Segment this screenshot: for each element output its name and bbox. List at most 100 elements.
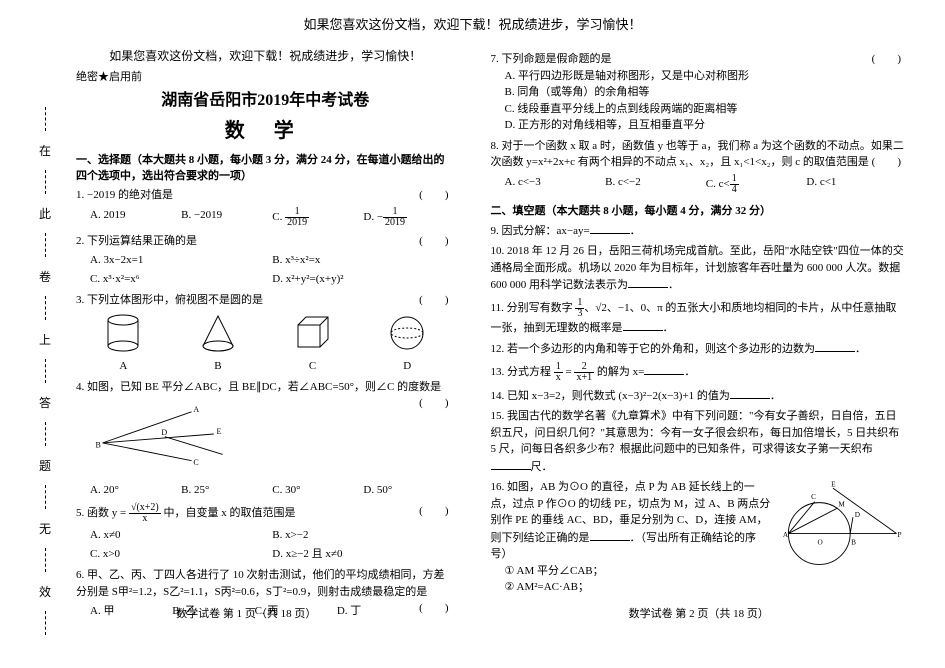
svg-text:A: A — [783, 531, 789, 539]
bind-char: 答 — [39, 394, 51, 411]
bind-char: 无 — [39, 520, 51, 537]
svg-text:C: C — [193, 458, 198, 467]
question-10: 10. 2018 年 12 月 26 日，岳阳三荷机场完成首航。至此，岳阳"水陆… — [491, 243, 908, 294]
q4-stem: 4. 如图，已知 BE 平分∠ABC，且 BE∥DC，若∠ABC=50°，则∠C… — [76, 381, 441, 393]
question-16: A O B P M C E D 16. 如图，AB 为⊙O 的直径，点 P 为 … — [491, 479, 908, 596]
shape-label: D — [366, 358, 449, 375]
shape-label: B — [176, 358, 259, 375]
question-4: 4. 如图，已知 BE 平分∠ABC，且 BE∥DC，若∠ABC=50°，则∠C… — [76, 379, 455, 500]
bind-char: 此 — [39, 205, 51, 222]
svg-text:D: D — [855, 511, 860, 519]
q9-stem: 9. 因式分解：ax−ay= — [491, 225, 590, 237]
page-spread: 在 此 卷 上 答 题 无 效 如果您喜欢这份文档，欢迎下载！祝成绩进步，学习愉… — [0, 41, 945, 625]
bind-char: 在 — [39, 142, 51, 159]
circle-figure: A O B P M C E D — [777, 479, 907, 579]
svg-text:B: B — [96, 440, 101, 449]
q3-shape-a: A — [82, 313, 165, 375]
q7-opt-a: A. 平行四边形既是轴对称图形，又是中心对称图形 — [505, 68, 908, 85]
q12-stem: 12. 若一个多边形的内角和等于它的外角和，则这个多边形的边数为 — [491, 343, 816, 355]
q1-opt-a: A. 2019 — [90, 206, 181, 229]
subject: 数 学 — [76, 114, 455, 143]
footer-right: 数学试卷 第 2 页（共 18 页） — [473, 605, 926, 621]
question-8: 8. 对于一个函数 x 取 a 时，函数值 y 也等于 a，我们称 a 为这个函… — [491, 138, 908, 196]
svg-text:E: E — [216, 427, 221, 436]
angle-figure: B A E C D — [76, 399, 236, 469]
q8-opt-a: A. c<−3 — [505, 173, 606, 196]
q5-opt-b: B. x>−2 — [272, 526, 454, 545]
q1-stem: 1. −2019 的绝对值是 — [76, 189, 173, 201]
top-banner: 如果您喜欢这份文档，欢迎下载！祝成绩进步，学习愉快！ — [0, 0, 945, 41]
secret-mark: 绝密★启用前 — [76, 68, 455, 84]
q5-opt-d: D. x≥−2 且 x≠0 — [272, 545, 454, 564]
q1-opt-c: C. 12019 — [272, 206, 363, 229]
q2-opt-c: C. x³·x²=x⁶ — [90, 270, 272, 289]
cone-icon — [193, 313, 243, 353]
exam-title: 湖南省岳阳市2019年中考试卷 — [76, 86, 455, 110]
svg-text:A: A — [193, 405, 199, 414]
svg-text:M: M — [838, 500, 845, 508]
q4-opt-a: A. 20° — [90, 481, 181, 500]
q2-opt-a: A. 3x−2x=1 — [90, 251, 272, 270]
q3-shape-b: B — [176, 313, 259, 375]
q4-opt-c: C. 30° — [272, 481, 363, 500]
q7-opt-d: D. 正方形的对角线相等，且互相垂直平分 — [505, 117, 908, 134]
shape-label: C — [271, 358, 354, 375]
q8-stem: 8. 对于一个函数 x 取 a 时，函数值 y 也等于 a，我们称 a 为这个函… — [491, 140, 904, 169]
shape-label: A — [82, 358, 165, 375]
section-1-head: 一、选择题（本大题共 8 小题，每小题 3 分，满分 24 分，在每道小题给出的… — [76, 151, 455, 183]
answer-paren: ( ) — [419, 503, 448, 520]
question-13: 13. 分式方程 1x = 2x+1 的解为 x=． — [491, 362, 908, 383]
q8-opt-d: D. c<1 — [806, 173, 907, 196]
page-1: 在 此 卷 上 答 题 无 效 如果您喜欢这份文档，欢迎下载！祝成绩进步，学习愉… — [20, 41, 473, 625]
bind-char: 上 — [39, 331, 51, 348]
svg-text:D: D — [161, 428, 167, 437]
question-15: 15. 我国古代的数学名著《九章算术》中有下列问题："今有女子善织，日自倍，五日… — [491, 408, 908, 475]
binding-strip: 在 此 卷 上 答 题 无 效 — [28, 101, 62, 641]
section-2-head: 二、填空题（本大题共 8 小题，每小题 4 分，满分 32 分） — [491, 202, 908, 218]
svg-text:O: O — [817, 538, 822, 546]
q5-opt-c: C. x>0 — [90, 545, 272, 564]
bind-char: 效 — [39, 583, 51, 600]
answer-paren: ( ) — [419, 233, 448, 250]
q15-stem: 15. 我国古代的数学名著《九章算术》中有下列问题："今有女子善织，日自倍，五日… — [491, 410, 900, 455]
q3-shape-c: C — [271, 313, 354, 375]
page-2: 7. 下列命题是假命题的是 ( ) A. 平行四边形既是轴对称图形，又是中心对称… — [473, 41, 926, 625]
cube-icon — [288, 313, 338, 353]
answer-paren: ( ) — [872, 51, 901, 68]
q5-stem: 5. 函数 y = √(x+2)x 中，自变量 x 的取值范围是 — [76, 507, 296, 519]
q2-opt-d: D. x²+y²=(x+y)² — [272, 270, 454, 289]
q4-opt-b: B. 25° — [181, 481, 272, 500]
q10-stem: 10. 2018 年 12 月 26 日，岳阳三荷机场完成首航。至此，岳阳"水陆… — [491, 245, 904, 291]
cylinder-icon — [98, 313, 148, 353]
svg-text:C: C — [811, 493, 816, 501]
answer-paren: ( ) — [872, 154, 901, 171]
q2-opt-b: B. x³÷x²=x — [272, 251, 454, 270]
q2-stem: 2. 下列运算结果正确的是 — [76, 235, 197, 247]
q3-stem: 3. 下列立体图形中，俯视图不是圆的是 — [76, 294, 263, 306]
q7-opt-c: C. 线段垂直平分线上的点到线段两端的距离相等 — [505, 101, 908, 118]
q7-opt-b: B. 同角（或等角）的余角相等 — [505, 84, 908, 101]
question-2: 2. 下列运算结果正确的是 ( ) A. 3x−2x=1 B. x³÷x²=x … — [76, 233, 455, 289]
sphere-icon — [382, 313, 432, 353]
question-5: 5. 函数 y = √(x+2)x 中，自变量 x 的取值范围是 ( ) A. … — [76, 503, 455, 563]
question-9: 9. 因式分解：ax−ay=． — [491, 222, 908, 240]
q4-opt-d: D. 50° — [363, 481, 454, 500]
q16-c2: ② AM²=AC·AB； — [505, 579, 908, 596]
svg-text:E: E — [831, 480, 836, 488]
footer-left: 数学试卷 第 1 页（共 18 页） — [20, 605, 473, 621]
q7-stem: 7. 下列命题是假命题的是 — [491, 53, 612, 65]
question-12: 12. 若一个多边形的内角和等于它的外角和，则这个多边形的边数为． — [491, 340, 908, 358]
question-14: 14. 已知 x−3=2，则代数式 (x−3)²−2(x−3)+1 的值为． — [491, 387, 908, 405]
q1-opt-b: B. −2019 — [181, 206, 272, 229]
question-11: 11. 分别写有数字 13、√2、−1、0、π 的五张大小和质地均相同的卡片，从… — [491, 298, 908, 337]
sub-banner: 如果您喜欢这份文档，欢迎下载！祝成绩进步，学习愉快！ — [76, 47, 455, 64]
q8-opt-b: B. c<−2 — [605, 173, 706, 196]
question-1: 1. −2019 的绝对值是 ( ) A. 2019 B. −2019 C. 1… — [76, 187, 455, 229]
answer-paren: ( ) — [419, 395, 448, 412]
bind-char: 题 — [39, 457, 51, 474]
q1-opt-d: D. −12019 — [363, 206, 454, 229]
bind-char: 卷 — [39, 268, 51, 285]
question-7: 7. 下列命题是假命题的是 ( ) A. 平行四边形既是轴对称图形，又是中心对称… — [491, 51, 908, 134]
q8-opt-c: C. c<14 — [706, 173, 807, 196]
svg-text:P: P — [897, 531, 901, 539]
